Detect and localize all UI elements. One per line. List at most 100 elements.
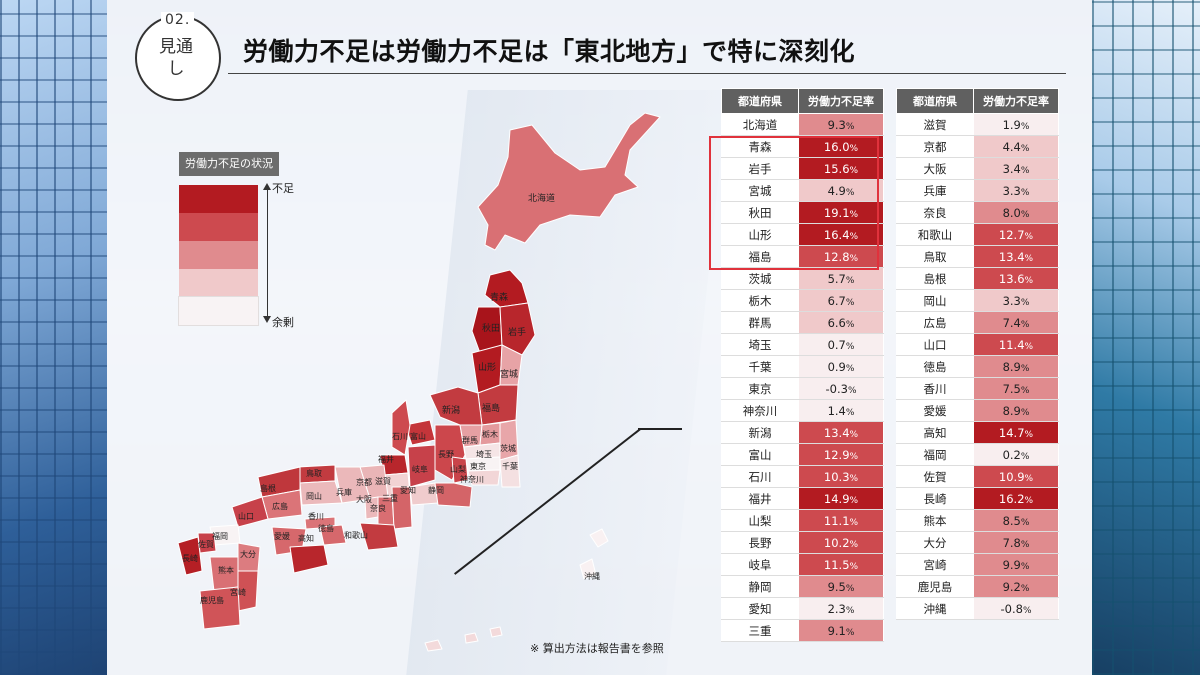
rate-value: 16.2 xyxy=(998,491,1025,506)
table-row: 東京 -0.3% xyxy=(721,377,884,400)
table-cell-rate: 11.1% xyxy=(798,509,884,532)
rate-value: 11.1 xyxy=(823,513,850,528)
table-row: 島根 13.6% xyxy=(896,267,1059,290)
table-cell-rate: 3.3% xyxy=(973,179,1059,202)
map-region-shizuoka xyxy=(434,482,473,508)
map-label-kumamoto: 熊本 xyxy=(218,565,234,575)
map-label-tottori: 鳥取 xyxy=(306,468,322,478)
percent-sign: % xyxy=(845,363,855,374)
map-label-saitama: 埼玉 xyxy=(476,449,492,459)
table-cell-rate: 9.9% xyxy=(973,553,1059,576)
table-cell-pref: 香川 xyxy=(896,377,974,400)
percent-sign: % xyxy=(849,451,859,462)
percent-sign: % xyxy=(847,385,857,396)
background-building-right xyxy=(1092,0,1200,675)
rate-value: 14.9 xyxy=(823,491,850,506)
map-label-kyoto: 京都 xyxy=(356,477,372,487)
table-header-pref: 都道府県 xyxy=(721,88,799,114)
table-cell-rate: 16.0% xyxy=(798,135,884,158)
table-row: 静岡 9.5% xyxy=(721,575,884,598)
table-cell-rate: 9.5% xyxy=(798,575,884,598)
map-region-chiba xyxy=(499,454,521,488)
map-label-hokkaido: 北海道 xyxy=(528,192,555,204)
table-row: 滋賀 1.9% xyxy=(896,113,1059,136)
table-row: 山口 11.4% xyxy=(896,333,1059,356)
table-cell-rate: 0.2% xyxy=(973,443,1059,466)
table-cell-rate: 3.4% xyxy=(973,157,1059,180)
table-cell-pref: 岡山 xyxy=(896,289,974,312)
rate-value: 2.3 xyxy=(827,601,846,616)
table-cell-rate: 12.8% xyxy=(798,245,884,268)
table-row: 鹿児島 9.2% xyxy=(896,575,1059,598)
table-row: 長野 10.2% xyxy=(721,531,884,554)
percent-sign: % xyxy=(1024,473,1034,484)
percent-sign: % xyxy=(849,165,859,176)
percent-sign: % xyxy=(845,275,855,286)
table-cell-pref: 沖縄 xyxy=(896,597,974,620)
table-cell-rate: 8.5% xyxy=(973,509,1059,532)
map-label-chiba: 千葉 xyxy=(502,461,518,471)
table-cell-pref: 千葉 xyxy=(721,355,799,378)
table-row: 沖縄 -0.8% xyxy=(896,597,1059,620)
table-cell-pref: 埼玉 xyxy=(721,333,799,356)
map-label-niigata: 新潟 xyxy=(442,404,460,416)
table-row: 栃木 6.7% xyxy=(721,289,884,312)
table-cell-pref: 愛知 xyxy=(721,597,799,620)
map-label-nagano: 長野 xyxy=(438,450,454,459)
map-label-yamanashi: 山梨 xyxy=(450,464,466,474)
table-cell-rate: 19.1% xyxy=(798,201,884,224)
table-cell-pref: 新潟 xyxy=(721,421,799,444)
map-labels: 北海道 青森 秋田 岩手 山形 宮城 新潟 福島 石川 富山 長野 群馬 栃木 … xyxy=(182,192,600,605)
map-label-nagasaki: 長崎 xyxy=(182,553,198,563)
map-label-kochi: 高知 xyxy=(298,533,314,543)
table-cell-pref: 和歌山 xyxy=(896,223,974,246)
table-cell-pref: 山形 xyxy=(721,223,799,246)
map-label-gunma: 群馬 xyxy=(462,435,478,445)
table-cell-pref: 滋賀 xyxy=(896,113,974,136)
legend-swatch-5 xyxy=(178,296,259,326)
table-cell-rate: 4.4% xyxy=(973,135,1059,158)
map-label-yamagata: 山形 xyxy=(478,361,496,373)
rate-value: 16.0 xyxy=(823,139,850,154)
map-label-yamaguchi: 山口 xyxy=(238,511,254,521)
page-title: 労働力不足は労働力不足は「東北地方」で特に深刻化 xyxy=(243,37,856,66)
table-row: 岐阜 11.5% xyxy=(721,553,884,576)
table-row: 京都 4.4% xyxy=(896,135,1059,158)
table-cell-rate: 0.7% xyxy=(798,333,884,356)
table-cell-pref: 群馬 xyxy=(721,311,799,334)
legend-swatch-4 xyxy=(179,269,258,297)
percent-sign: % xyxy=(1020,583,1030,594)
table-header-pref: 都道府県 xyxy=(896,88,974,114)
percent-sign: % xyxy=(1020,143,1030,154)
table-row: 佐賀 10.9% xyxy=(896,465,1059,488)
map-label-hiroshima: 広島 xyxy=(272,501,288,511)
table-row: 大分 7.8% xyxy=(896,531,1059,554)
rate-value: 8.0 xyxy=(1002,205,1021,220)
map-region-kanagawa xyxy=(467,469,501,486)
table-row: 神奈川 1.4% xyxy=(721,399,884,422)
rate-value: 9.5 xyxy=(827,579,846,594)
map-label-kagoshima: 鹿児島 xyxy=(200,595,224,605)
table-row: 岡山 3.3% xyxy=(896,289,1059,312)
table-cell-rate: 11.4% xyxy=(973,333,1059,356)
table-cell-pref: 東京 xyxy=(721,377,799,400)
arrow-up-icon xyxy=(263,183,271,190)
legend-swatch-3 xyxy=(179,241,258,269)
rate-value: 11.5 xyxy=(823,557,850,572)
map-label-aomori: 青森 xyxy=(490,291,508,303)
rate-table-right: 都道府県 労働力不足率 滋賀 1.9% 京都 4.4% 大阪 3.4% 兵庫 3.3% 奈良 8.… xyxy=(896,88,1059,620)
rate-value: 12.7 xyxy=(998,227,1025,242)
rate-value: 10.3 xyxy=(823,469,850,484)
table-cell-pref: 茨城 xyxy=(721,267,799,290)
map-region-tokushima xyxy=(319,524,347,546)
map-label-ehime: 愛媛 xyxy=(274,531,290,541)
percent-sign: % xyxy=(845,319,855,330)
rate-value: 6.7 xyxy=(827,293,846,308)
table-cell-pref: 長崎 xyxy=(896,487,974,510)
percent-sign: % xyxy=(849,539,859,550)
rate-value: 13.4 xyxy=(998,249,1025,264)
percent-sign: % xyxy=(1020,385,1030,396)
table-cell-pref: 富山 xyxy=(721,443,799,466)
legend-bottom-label: 余剰 xyxy=(272,316,294,329)
table-row: 岩手 15.6% xyxy=(721,157,884,180)
